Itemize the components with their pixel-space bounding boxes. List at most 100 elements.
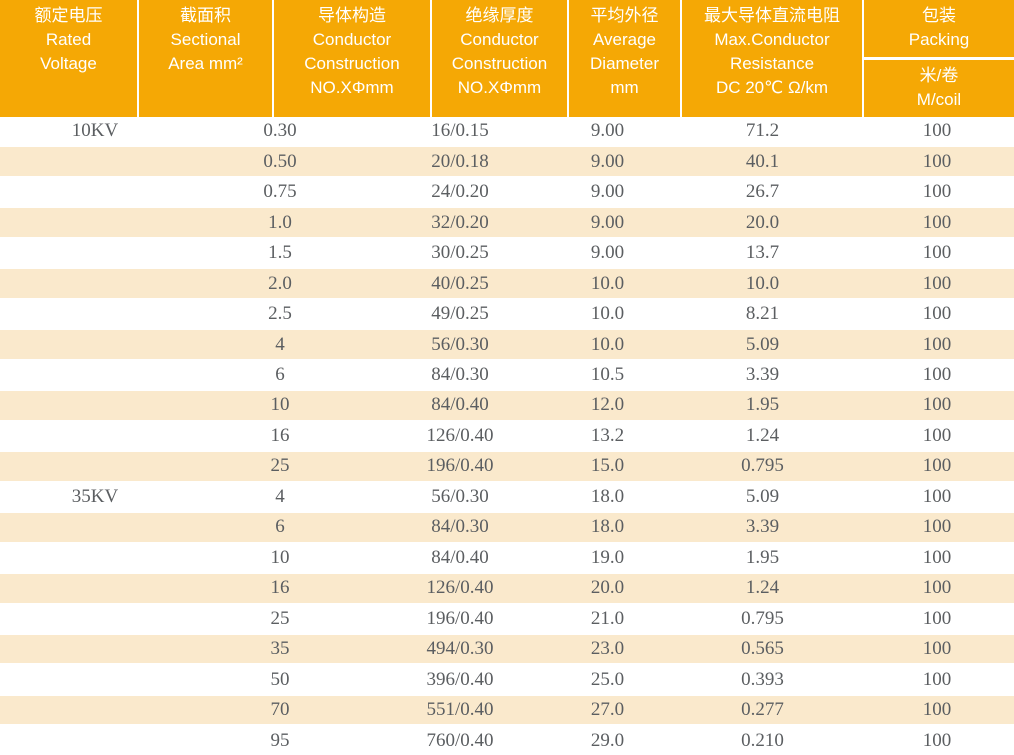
cell-diameter: 23.0 <box>590 638 625 660</box>
cell-construction: 49/0.25 <box>431 303 489 325</box>
cell-packing: 100 <box>922 485 952 507</box>
cell-construction: 84/0.40 <box>431 546 489 568</box>
cell-area: 16 <box>270 424 290 446</box>
cell-resistance: 1.24 <box>745 577 780 599</box>
header-packing-title: 包装 Packing <box>864 0 1014 57</box>
cell-area: 4 <box>275 485 285 507</box>
table-row: 1.5 30/0.25 9.00 13.7 100 <box>0 238 1014 268</box>
header-line-en: Construction <box>304 54 400 73</box>
cell-voltage: 35KV <box>71 485 119 507</box>
table-row: 10 84/0.40 19.0 1.95 100 <box>0 543 1014 573</box>
header-line-zh: 导体构造 <box>318 6 386 25</box>
cell-diameter: 10.5 <box>590 363 625 385</box>
cell-area: 4 <box>275 333 285 355</box>
cell-resistance: 13.7 <box>745 242 780 264</box>
cell-packing: 100 <box>922 699 952 721</box>
cell-resistance: 26.7 <box>745 181 780 203</box>
table-row: 70 551/0.40 27.0 0.277 100 <box>0 693 1014 727</box>
table-header: 额定电压 Rated Voltage 截面积 Sectional Area mm… <box>0 0 1014 117</box>
header-line-zh: 米/卷 <box>919 66 959 85</box>
cell-area: 10 <box>270 546 290 568</box>
cell-packing: 100 <box>922 577 952 599</box>
table-row: 6 84/0.30 18.0 3.39 100 <box>0 511 1014 544</box>
cell-construction: 56/0.30 <box>431 485 489 507</box>
cell-packing: 100 <box>922 546 952 568</box>
table-row: 16 126/0.40 13.2 1.24 100 <box>0 421 1014 451</box>
header-line-en: Max.Conductor <box>714 30 830 49</box>
cell-diameter: 18.0 <box>590 516 625 538</box>
cell-packing: 100 <box>922 607 952 629</box>
cell-construction: 760/0.40 <box>426 729 494 751</box>
header-line-en: Average <box>592 30 656 49</box>
cell-packing: 100 <box>922 638 952 660</box>
cell-resistance: 0.795 <box>741 455 784 477</box>
cell-construction: 24/0.20 <box>431 181 489 203</box>
cell-construction: 84/0.30 <box>431 516 489 538</box>
header-packing-unit: 米/卷 M/coil <box>864 60 1014 117</box>
cell-packing: 100 <box>922 363 952 385</box>
cell-construction: 494/0.30 <box>426 638 494 660</box>
cell-diameter: 9.00 <box>590 242 625 264</box>
cell-diameter: 21.0 <box>590 607 625 629</box>
cell-area: 25 <box>270 455 290 477</box>
cell-packing: 100 <box>922 668 952 690</box>
cell-area: 2.0 <box>268 272 292 294</box>
cell-packing: 100 <box>922 455 952 477</box>
cell-area: 6 <box>275 363 285 385</box>
header-line-zh: 平均外径 <box>590 6 659 25</box>
table-row: 2.0 40/0.25 10.0 10.0 100 <box>0 267 1014 300</box>
cell-area: 16 <box>270 577 290 599</box>
cell-packing: 100 <box>922 516 952 538</box>
cell-diameter: 10.0 <box>590 272 625 294</box>
header-conductor-construction: 导体构造 Conductor Construction NO.XΦmm <box>274 0 430 117</box>
header-line-en: Voltage <box>40 54 97 73</box>
cell-diameter: 19.0 <box>590 546 625 568</box>
cell-resistance: 3.39 <box>745 363 780 385</box>
cell-diameter: 15.0 <box>590 455 625 477</box>
header-line-en: Conductor <box>312 30 392 49</box>
table-row: 25 196/0.40 21.0 0.795 100 <box>0 604 1014 633</box>
cell-voltage: 10KV <box>71 120 119 142</box>
cell-construction: 396/0.40 <box>426 668 494 690</box>
cell-area: 50 <box>270 668 290 690</box>
header-sectional-area: 截面积 Sectional Area mm² <box>139 0 272 117</box>
cell-resistance: 0.393 <box>741 668 784 690</box>
cell-area: 25 <box>270 607 290 629</box>
table-row: 0.50 20/0.18 9.00 40.1 100 <box>0 145 1014 178</box>
table-row: 10KV 0.30 16/0.15 9.00 71.2 100 <box>0 117 1014 146</box>
cell-construction: 84/0.30 <box>431 363 489 385</box>
cell-area: 2.5 <box>268 303 292 325</box>
cell-resistance: 1.24 <box>745 424 780 446</box>
cell-area: 10 <box>270 394 290 416</box>
cell-diameter: 13.2 <box>590 424 625 446</box>
cell-area: 35 <box>270 638 290 660</box>
header-line-en: Rated <box>45 30 92 49</box>
cell-diameter: 25.0 <box>590 668 625 690</box>
cell-packing: 100 <box>922 272 952 294</box>
table-row: 10 84/0.40 12.0 1.95 100 <box>0 389 1014 422</box>
cell-diameter: 18.0 <box>590 485 625 507</box>
table-row: 6 84/0.30 10.5 3.39 100 <box>0 360 1014 390</box>
cell-construction: 196/0.40 <box>426 455 494 477</box>
header-line-zh: 最大导体直流电阻 <box>704 6 840 25</box>
cell-diameter: 9.00 <box>590 181 625 203</box>
cell-construction: 32/0.20 <box>431 211 489 233</box>
header-line-zh: 绝缘厚度 <box>465 6 534 25</box>
cell-resistance: 10.0 <box>745 272 780 294</box>
cell-diameter: 20.0 <box>590 577 625 599</box>
cell-packing: 100 <box>922 211 952 233</box>
cell-construction: 20/0.18 <box>431 150 489 172</box>
header-line-en: NO.XΦmm <box>310 78 394 97</box>
cell-resistance: 0.277 <box>741 699 784 721</box>
cell-packing: 100 <box>922 303 952 325</box>
table-body: 10KV 0.30 16/0.15 9.00 71.2 100 0.50 20/0.18 9.0… <box>0 117 1014 755</box>
cell-resistance: 1.95 <box>745 394 780 416</box>
cell-resistance: 5.09 <box>745 485 780 507</box>
cell-diameter: 10.0 <box>590 303 625 325</box>
cell-resistance: 8.21 <box>745 303 780 325</box>
header-line-en: Construction <box>451 54 548 73</box>
cell-resistance: 0.795 <box>741 607 784 629</box>
table-row: 35 494/0.30 23.0 0.565 100 <box>0 632 1014 666</box>
table-row: 16 126/0.40 20.0 1.24 100 <box>0 572 1014 605</box>
table-row: 0.75 24/0.20 9.00 26.7 100 <box>0 177 1014 207</box>
